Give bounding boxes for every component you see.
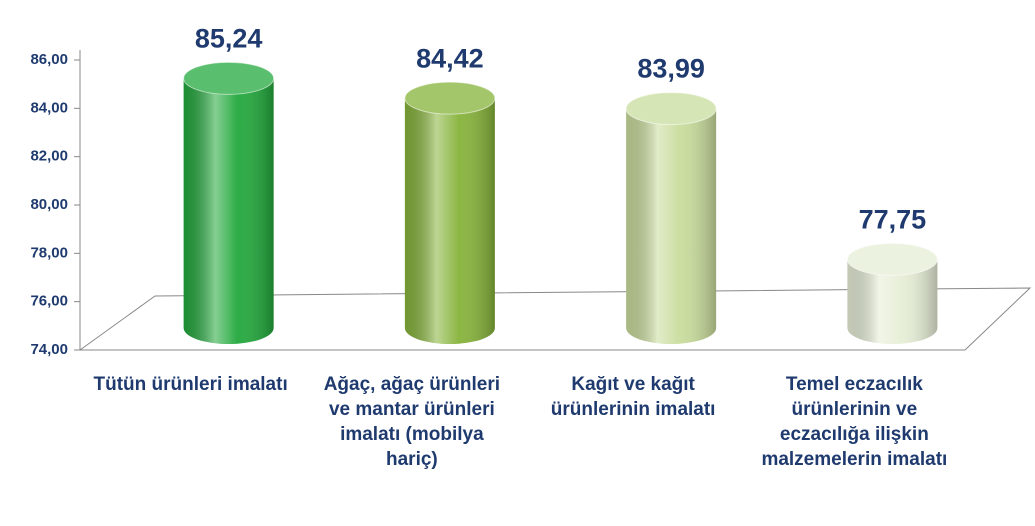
bar-cap-shine [626,92,717,125]
value-label: 84,42 [416,43,484,73]
value-label: 77,75 [859,205,927,235]
bar-cap-shine [847,243,938,276]
x-tick-label: Tütün ürünleri imalatı [93,374,288,395]
bar-shine [183,78,274,344]
bar-cap [625,92,717,126]
bar-cap [183,61,275,95]
bar-cap-shine [404,82,495,115]
bar-cap [846,242,938,276]
y-tick-label: 82,00 [30,148,68,165]
y-tick-label: 74,00 [30,341,68,358]
bar-cap [404,81,496,115]
value-label: 83,99 [637,54,705,84]
y-tick-label: 86,00 [30,51,68,68]
y-tick-label: 80,00 [30,196,68,213]
x-tick-label: Ağaç, ağaç ürünleri ve mantar ürünleri i… [323,374,501,470]
bar-cap-shine [183,62,274,95]
x-tick-label: Kağıt ve kağıt ürünlerinin imalatı [550,374,716,420]
x-tick-label: Temel eczacılık ürünlerinin ve eczacılığ… [761,374,948,470]
y-tick-label: 76,00 [30,293,68,310]
bar-shine [404,98,495,344]
bar-shine [626,108,717,344]
value-label: 85,24 [195,23,263,53]
y-tick-label: 84,00 [30,99,68,116]
bar-shine [847,259,938,344]
floor [78,287,1032,351]
y-tick-label: 78,00 [30,244,68,261]
